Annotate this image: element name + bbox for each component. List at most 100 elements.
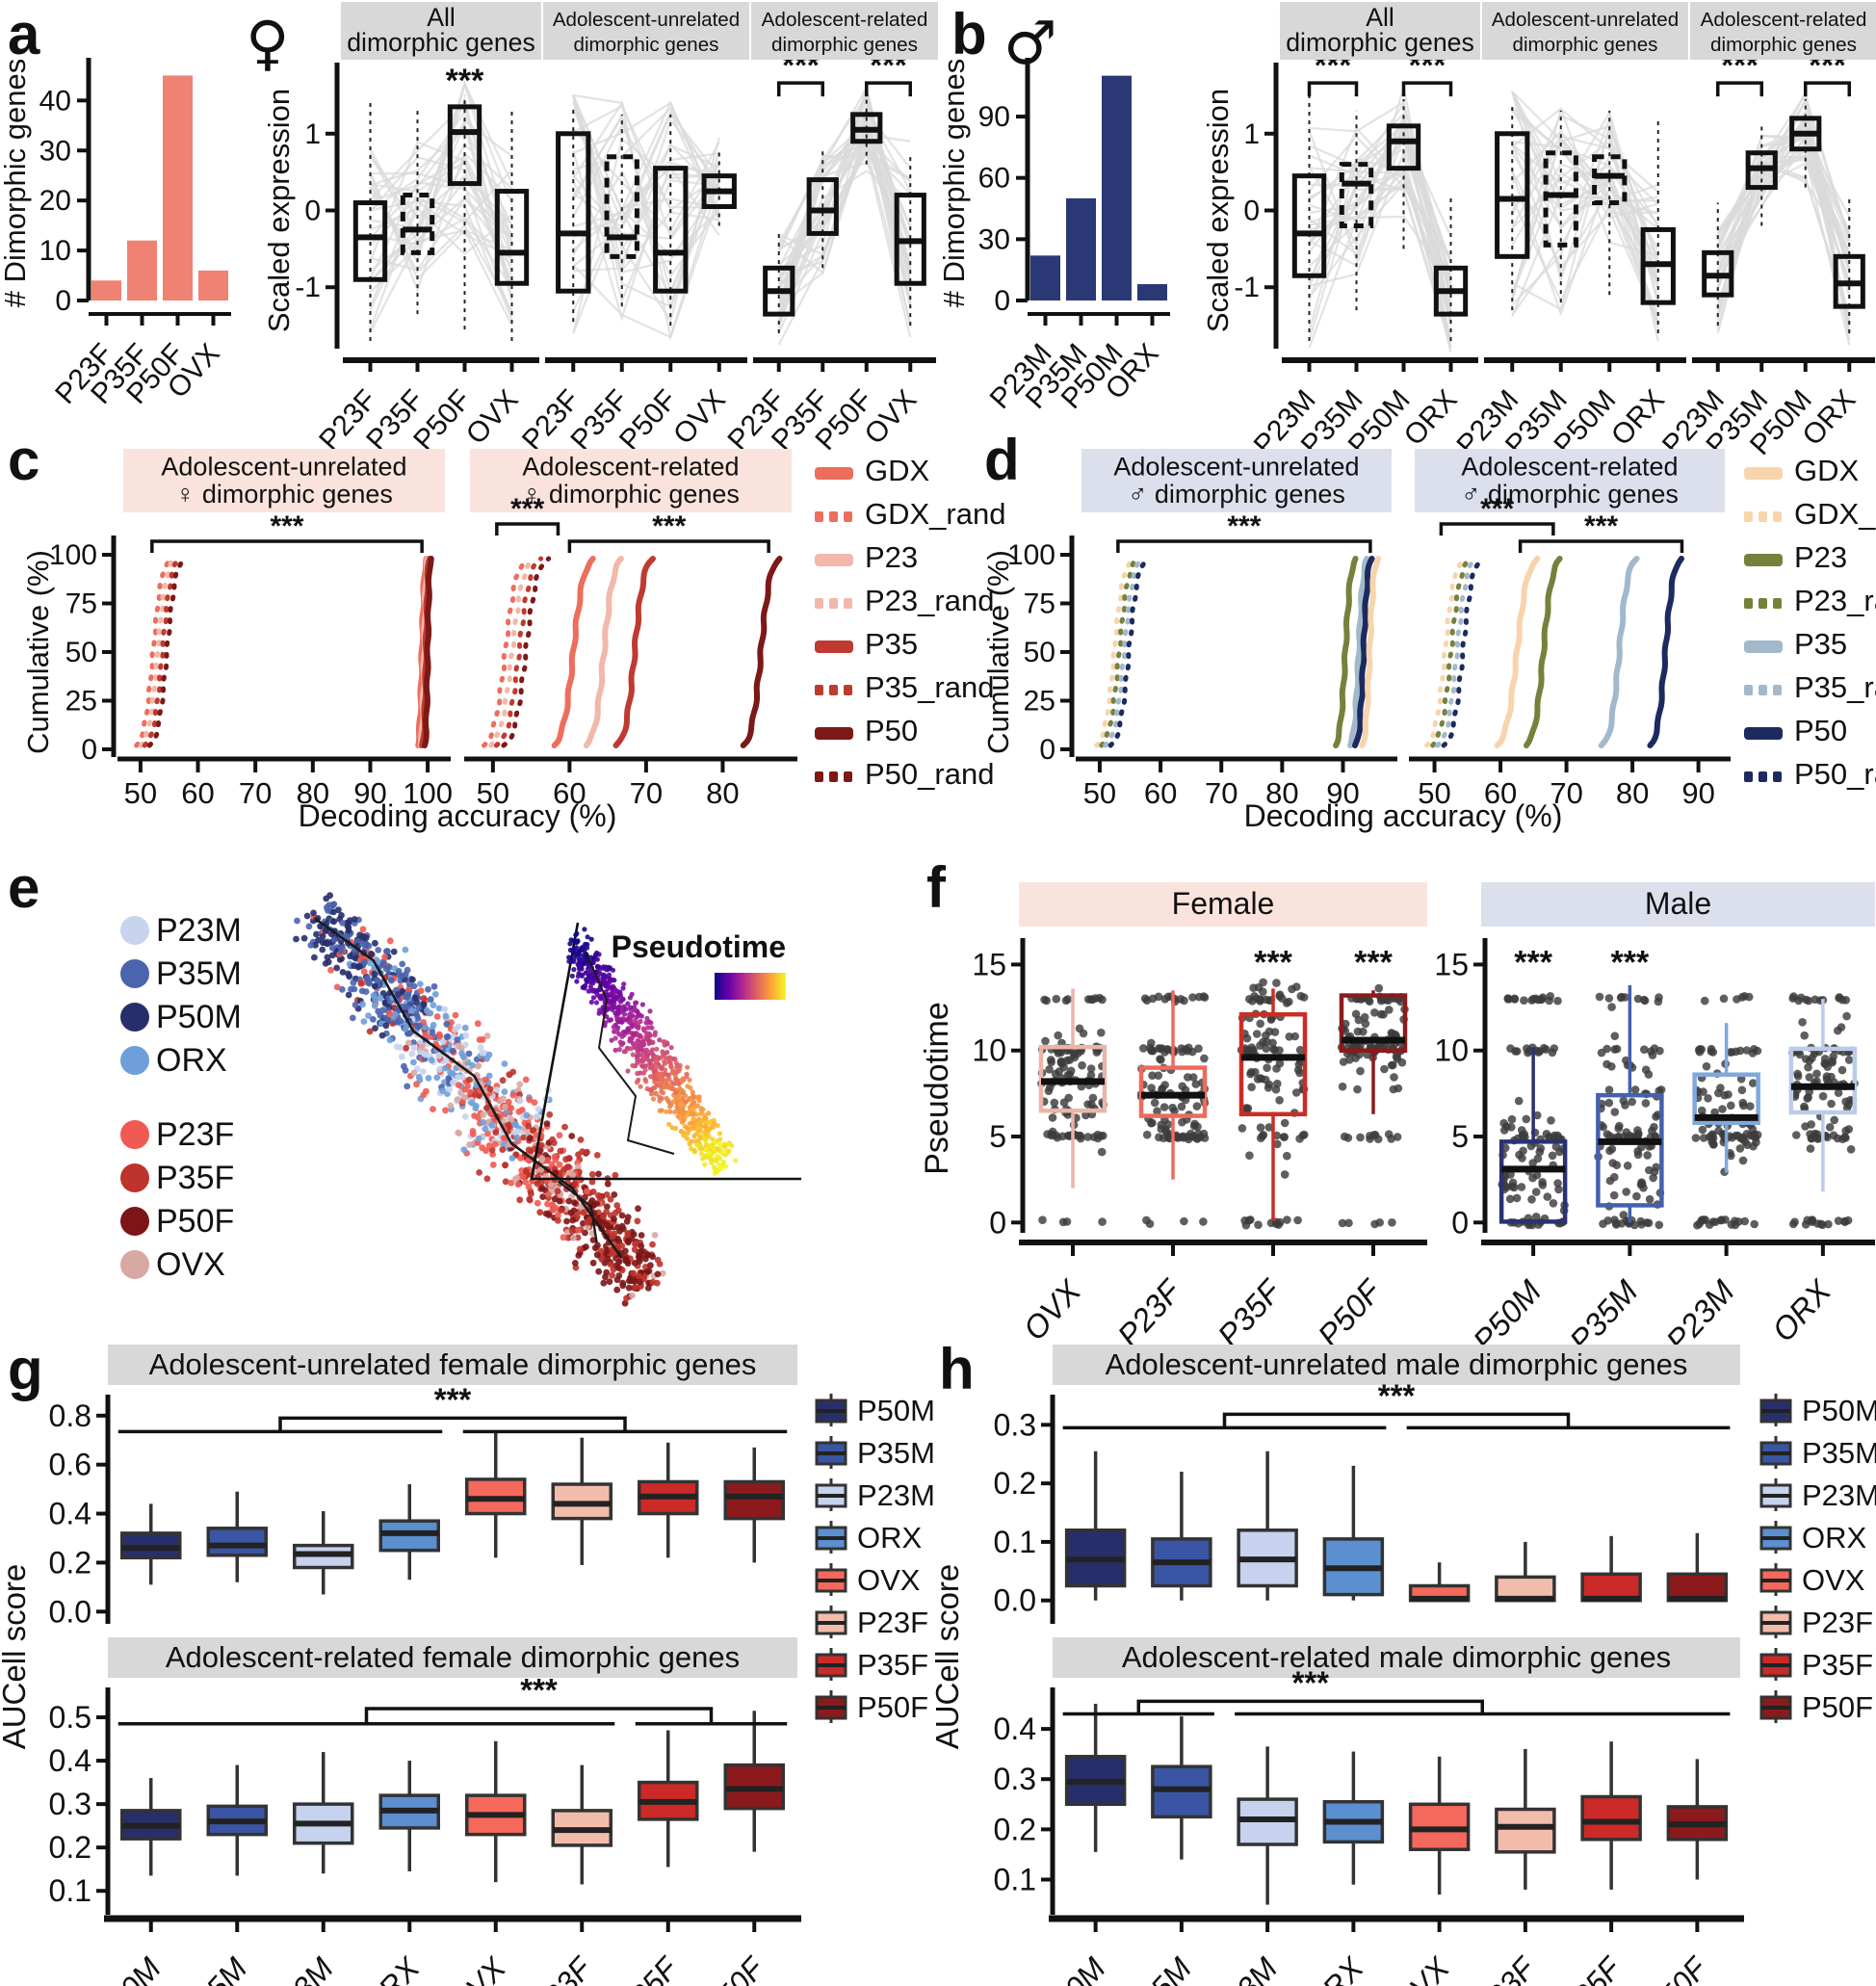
svg-text:0.3: 0.3 xyxy=(49,1787,91,1821)
legend-item-P50: P50 xyxy=(815,714,918,747)
legend-item-P50M: P50M xyxy=(815,1394,935,1427)
cdf-curve-P50_rand xyxy=(1441,556,1485,748)
box xyxy=(1433,195,1469,342)
box xyxy=(494,110,530,342)
male-symbol: ♂ xyxy=(1003,8,1057,78)
panel-d-label: d xyxy=(984,428,1020,492)
svg-text:P50M: P50M xyxy=(1032,1950,1112,1986)
legend-item-P50M: P50M xyxy=(1759,1394,1876,1427)
panel-c-label: c xyxy=(8,428,40,492)
legend-item-GDX_rand: GDX_rand xyxy=(1744,497,1876,531)
svg-text:P35M: P35M xyxy=(1118,1950,1198,1986)
svg-text:0.8: 0.8 xyxy=(49,1398,91,1433)
box-P35M xyxy=(1594,984,1666,1230)
legend-item-P50_rand: P50_rand xyxy=(1744,757,1876,791)
legend-item-P35: P35 xyxy=(815,627,918,661)
svg-text:ORX: ORX xyxy=(857,1521,923,1555)
svg-text:***: *** xyxy=(1254,944,1292,980)
spaghetti-lines xyxy=(572,93,720,342)
svg-text:OVX: OVX xyxy=(443,1949,513,1986)
legend-item-P50M: P50M xyxy=(120,999,242,1035)
svg-text:***: *** xyxy=(1514,944,1552,980)
svg-text:0: 0 xyxy=(1243,196,1260,227)
spaghetti-lines xyxy=(1511,91,1659,342)
box-P50F xyxy=(723,1711,785,1852)
cdf-curve-P23_rand xyxy=(1099,556,1139,748)
svg-text:-1: -1 xyxy=(295,272,321,303)
spaghetti-lines xyxy=(777,83,912,346)
panel-f-label: f xyxy=(926,855,946,920)
legend-item-P35_rand: P35_rand xyxy=(815,670,994,704)
legend-item-OVX: OVX xyxy=(815,1563,921,1597)
box-OVX xyxy=(1037,988,1107,1227)
box xyxy=(1543,110,1578,303)
box xyxy=(806,148,839,269)
svg-text:GDX_rand: GDX_rand xyxy=(1794,497,1876,531)
aucell-legend: P50M P35M P23M ORX OVX P23F P35F P50F xyxy=(815,1394,935,1724)
svg-text:P35F: P35F xyxy=(156,1160,234,1196)
plot-header: Adolescent-related female dimorphic gene… xyxy=(108,1637,797,1678)
box xyxy=(400,106,435,315)
svg-text:0.2: 0.2 xyxy=(994,1466,1036,1501)
box-OVX xyxy=(465,1432,527,1558)
box xyxy=(1702,202,1734,327)
svg-text:80: 80 xyxy=(297,776,329,810)
svg-text:5: 5 xyxy=(989,1119,1006,1154)
svg-text:Adolescent-related: Adolescent-related xyxy=(762,9,928,31)
facet-header: Adolescent-related dimorphic genes xyxy=(1690,2,1876,60)
svg-text:P50M: P50M xyxy=(1802,1394,1876,1427)
cdf-curve-P35_rand xyxy=(1103,556,1145,748)
svg-text:0.0: 0.0 xyxy=(49,1594,91,1629)
sig-bracket: *** xyxy=(1062,1377,1731,1430)
svg-text:All: All xyxy=(1366,3,1394,32)
svg-text:60: 60 xyxy=(978,163,1010,195)
legend-item-P23M: P23M xyxy=(120,912,242,949)
legend-item-P23M: P23M xyxy=(1759,1478,1876,1512)
spaghetti-lines xyxy=(1308,87,1452,353)
svg-text:dimorphic genes: dimorphic genes xyxy=(1710,34,1857,56)
box-P23F xyxy=(1495,1748,1556,1890)
svg-text:Adolescent-related: Adolescent-related xyxy=(522,453,739,482)
svg-text:15: 15 xyxy=(972,947,1006,981)
box xyxy=(1745,125,1778,226)
svg-text:P50M: P50M xyxy=(857,1394,935,1427)
svg-text:10: 10 xyxy=(1434,1033,1469,1068)
legend-item-P50: P50 xyxy=(1744,714,1847,747)
legend-item-ORX: ORX xyxy=(815,1521,923,1555)
svg-text:0.2: 0.2 xyxy=(49,1545,91,1580)
svg-text:OVX: OVX xyxy=(1802,1563,1865,1597)
svg-text:P23F: P23F xyxy=(1467,1949,1544,1986)
pseudotime-inset: Pseudotime xyxy=(530,922,801,1181)
svg-text:OVX: OVX xyxy=(1387,1949,1457,1986)
cdf-header: Adolescent-unrelated♀ dimorphic genes xyxy=(123,449,445,512)
svg-text:90: 90 xyxy=(978,101,1010,133)
aucell-plot-1: Adolescent-related female dimorphic gene… xyxy=(49,1637,797,1915)
svg-text:5: 5 xyxy=(1451,1119,1469,1154)
svg-text:P23M: P23M xyxy=(857,1478,935,1512)
cdf-legend: GDX GDX_rand P23 P23_rand P35 P35_rand P50 P50_… xyxy=(1744,454,1876,791)
svg-text:P35M: P35M xyxy=(857,1436,935,1470)
svg-text:Adolescent-related: Adolescent-related xyxy=(1461,453,1678,482)
svg-text:♀ dimorphic genes: ♀ dimorphic genes xyxy=(522,480,740,509)
box-P35M xyxy=(206,1491,268,1582)
cdf-curve-P50_rand xyxy=(1107,556,1151,748)
svg-text:60: 60 xyxy=(1484,776,1517,810)
cdf-curve-P35 xyxy=(1347,556,1370,748)
box xyxy=(556,106,591,323)
svg-text:dimorphic genes: dimorphic genes xyxy=(1286,28,1474,57)
svg-text:P50: P50 xyxy=(865,714,918,747)
panel-g: AUCell score Adolescent-unrelated female … xyxy=(0,1345,935,1986)
svg-text:P35F: P35F xyxy=(857,1648,928,1682)
svg-text:***: *** xyxy=(270,510,303,542)
svg-text:50: 50 xyxy=(1024,637,1055,668)
cdf-curve-P50_rand xyxy=(146,556,188,748)
legend-item-P35_rand: P35_rand xyxy=(1744,670,1876,704)
box xyxy=(1386,98,1421,249)
legend-item-P23_rand: P23_rand xyxy=(1744,584,1876,617)
svg-text:40: 40 xyxy=(39,85,71,117)
svg-text:90: 90 xyxy=(353,776,386,810)
box xyxy=(701,148,737,226)
svg-text:25: 25 xyxy=(1024,686,1055,718)
svg-text:GDX: GDX xyxy=(1794,454,1860,487)
